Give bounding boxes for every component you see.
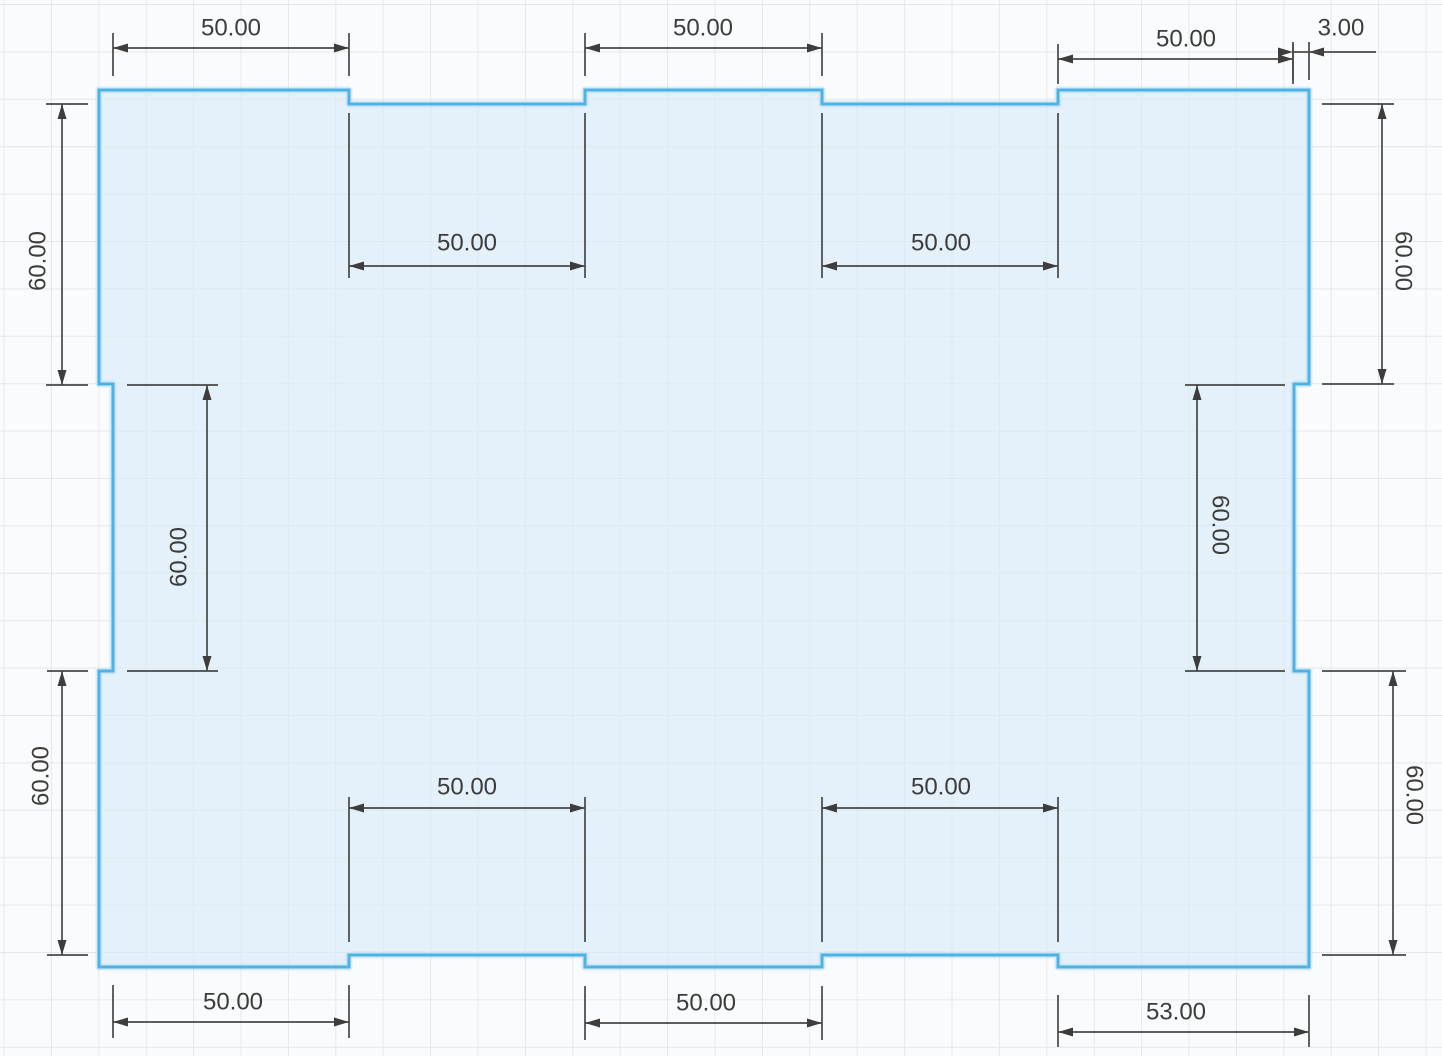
dimension-arrow	[57, 671, 67, 686]
dimension-label-upper-notch-left-50[interactable]: 50.00	[437, 229, 497, 256]
dimension-label-lower-notch-right-50[interactable]: 50.00	[911, 773, 971, 800]
dimension-top-left-50: 50.00	[112, 14, 350, 76]
dimension-arrow	[334, 43, 349, 53]
profile-fill[interactable]	[99, 90, 1309, 967]
dimension-arrow	[1192, 656, 1202, 671]
dimension-arrow	[334, 1017, 349, 1027]
dimension-arrow	[1058, 54, 1073, 64]
dimension-arrow	[113, 43, 128, 53]
dimension-label-right-inner-60[interactable]: 60.00	[1207, 495, 1234, 555]
dimension-arrow	[57, 940, 67, 955]
dimension-label-lower-notch-left-50[interactable]: 50.00	[437, 773, 497, 800]
dimension-arrow	[1278, 54, 1293, 64]
dimension-label-top-right-3[interactable]: 3.00	[1318, 14, 1365, 41]
dimension-top-right-3: 3.00	[1278, 14, 1376, 80]
dimension-label-bottom-left-50[interactable]: 50.00	[203, 988, 263, 1015]
dimension-arrow	[1388, 671, 1398, 686]
dimension-upper-notch-left-50: 50.00	[348, 113, 586, 278]
dimension-label-right-lower-60[interactable]: 60.00	[1401, 765, 1428, 825]
dimension-arrow	[57, 370, 67, 385]
dimension-left-inner-60: 60.00	[127, 384, 218, 672]
dimension-right-lower-60: 60.00	[1322, 670, 1428, 956]
dimension-arrow	[1192, 385, 1202, 400]
dimension-arrow	[57, 104, 67, 119]
dimension-label-left-upper-60[interactable]: 60.00	[24, 231, 51, 291]
dimension-label-top-mid-50[interactable]: 50.00	[673, 14, 733, 41]
dimension-arrow	[349, 261, 364, 271]
dimension-arrow	[570, 261, 585, 271]
dimension-label-top-left-50[interactable]: 50.00	[201, 14, 261, 41]
dimension-arrow	[113, 1017, 128, 1027]
dimension-arrow	[585, 43, 600, 53]
dimension-arrow	[822, 803, 837, 813]
dimension-label-left-lower-60[interactable]: 60.00	[27, 746, 54, 806]
dimension-arrow	[807, 43, 822, 53]
dimension-arrow	[1043, 803, 1058, 813]
dimension-arrow	[1043, 261, 1058, 271]
dimension-top-mid-50: 50.00	[584, 14, 823, 76]
dimension-arrow	[202, 385, 212, 400]
dimension-arrow	[570, 803, 585, 813]
dimension-label-top-right-50[interactable]: 50.00	[1156, 25, 1216, 52]
dimension-lower-notch-left-50: 50.00	[348, 773, 586, 942]
dimension-arrow	[202, 656, 212, 671]
dimension-arrow	[807, 1018, 822, 1028]
dimension-label-right-upper-60[interactable]: 60.00	[1390, 231, 1417, 291]
dimension-right-inner-60: 60.00	[1185, 384, 1285, 672]
dimensions-layer: 50.00 50.00 50.00 3.00 50.00 50.00 50.00 50.00 5…	[24, 14, 1428, 1047]
dimension-arrow	[1377, 104, 1387, 119]
profile-outline[interactable]	[97, 88, 1311, 969]
dimension-left-upper-60: 60.00	[24, 103, 88, 386]
dimension-arrow	[585, 1018, 600, 1028]
dimension-arrow	[1294, 1027, 1309, 1037]
dimension-label-upper-notch-right-50[interactable]: 50.00	[911, 229, 971, 256]
dimension-right-upper-60: 60.00	[1322, 103, 1417, 385]
sketch-profile[interactable]	[95, 86, 1313, 971]
dimension-bottom-mid-50: 50.00	[584, 986, 823, 1040]
dimension-left-lower-60: 60.00	[27, 670, 88, 956]
dimension-bottom-right-53: 53.00	[1057, 995, 1310, 1047]
dimension-bottom-left-50: 50.00	[112, 985, 350, 1038]
dimension-arrow	[349, 803, 364, 813]
dimension-arrow	[1388, 940, 1398, 955]
dimension-upper-notch-right-50: 50.00	[821, 113, 1059, 278]
dimension-arrow	[1278, 47, 1293, 57]
dimension-arrow	[1377, 369, 1387, 384]
dimension-arrow	[1058, 1027, 1073, 1037]
dimension-top-right-50: 50.00	[1057, 25, 1294, 84]
dimension-label-bottom-right-53[interactable]: 53.00	[1146, 998, 1206, 1025]
dimension-label-left-inner-60[interactable]: 60.00	[165, 527, 192, 587]
dimension-arrow	[822, 261, 837, 271]
dimension-lower-notch-right-50: 50.00	[821, 773, 1059, 942]
dimension-label-bottom-mid-50[interactable]: 50.00	[676, 989, 736, 1016]
